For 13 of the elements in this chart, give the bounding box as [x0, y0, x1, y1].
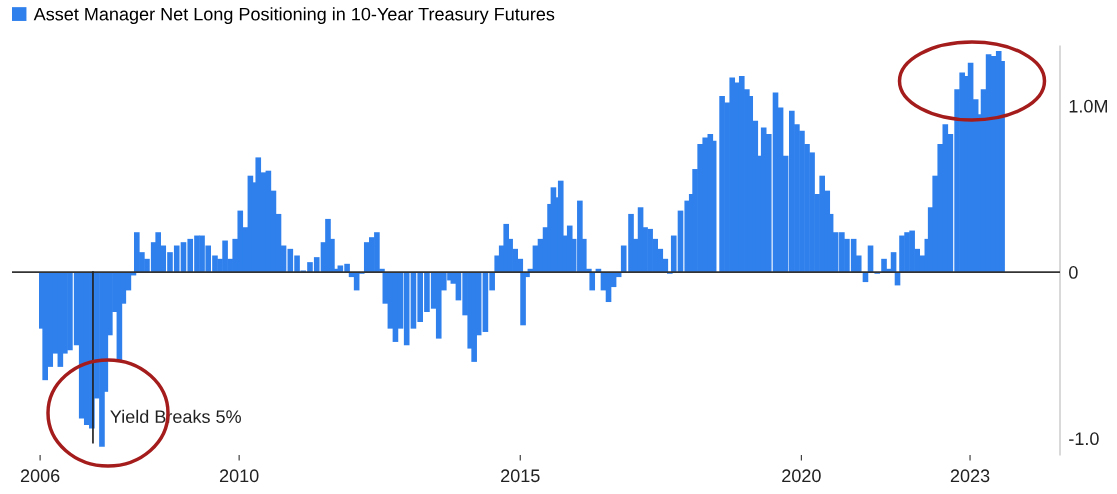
y-tick-label: 0	[1069, 266, 1078, 279]
bar	[589, 272, 596, 291]
y-tick-label: 1.0M	[1069, 99, 1107, 113]
y-tick-label: -1.0	[1069, 432, 1099, 446]
bar	[255, 157, 262, 273]
legend-label: Asset Manager Net Long Positioning in 10-Year Treasury Futures	[33, 7, 555, 25]
x-tick-label: 2010	[219, 469, 259, 483]
x-tick-label: 2020	[782, 469, 821, 483]
x-tick-label: 2023	[950, 469, 990, 483]
x-tick-label: 2006	[20, 469, 60, 483]
bar	[520, 272, 526, 326]
x-tick-label: 2015	[501, 469, 540, 483]
bar	[881, 258, 887, 273]
